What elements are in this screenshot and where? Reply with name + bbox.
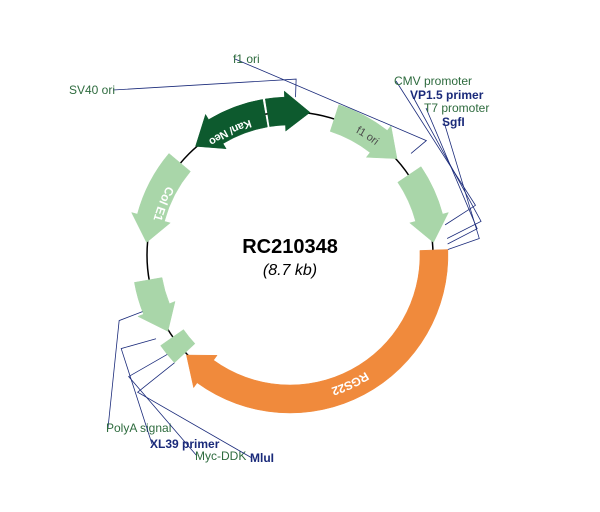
mlui_lbl: MluI	[250, 451, 274, 465]
t7_lbl: T7 promoter	[424, 101, 489, 115]
segment-cmv	[398, 167, 449, 243]
plasmid-size: (8.7 kb)	[263, 262, 317, 279]
polya_lbl: PolyA signal	[106, 421, 171, 435]
segment-sv40	[265, 91, 310, 131]
leader-polya_lbl	[108, 312, 142, 428]
segment-rgs22	[186, 249, 448, 413]
f1ori_lbl: f1 ori	[233, 52, 260, 66]
sv40_lbl: SV40 ori	[69, 83, 115, 97]
vp15_lbl: VP1.5 primer	[410, 88, 484, 102]
sgfi_lbl: SgfI	[442, 115, 465, 129]
plasmid-map: RGS22Col E1Kan/ Neof1 orif1 oriSV40 oriC…	[0, 0, 600, 512]
segment-polya	[134, 278, 175, 332]
plasmid-title: RC210348	[242, 236, 338, 258]
cmv_lbl: CMV promoter	[394, 74, 472, 88]
leader-sv40_lbl	[113, 79, 296, 97]
mycddk_lbl: Myc-DDK	[195, 449, 246, 463]
